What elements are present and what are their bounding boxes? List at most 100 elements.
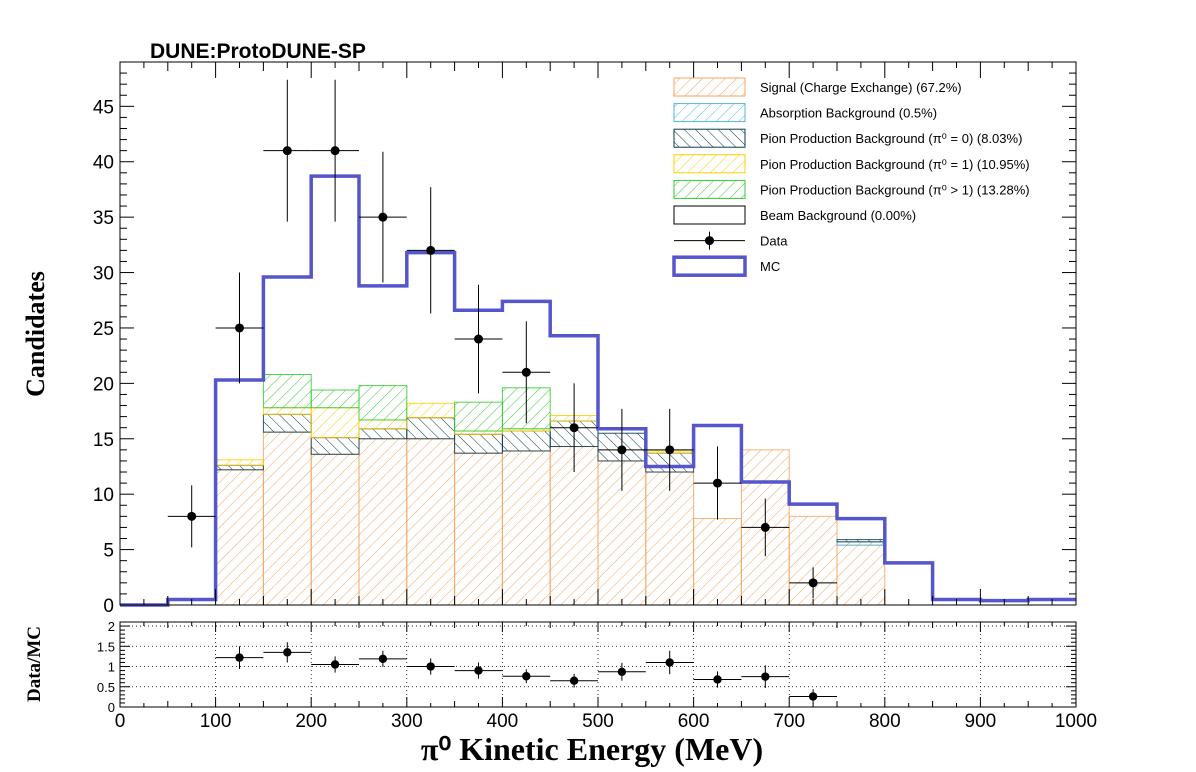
- bar-signal-charge-exchange-67-2-2: [215, 469, 264, 606]
- ratio-point-3: [378, 654, 388, 664]
- bar-signal-charge-exchange-67-2-12: [693, 518, 742, 606]
- bar-pion-production-background-0-8-03-7: [454, 433, 503, 454]
- ratio-point-0: [235, 653, 244, 662]
- bar-pion-production-background-0-8-03-5: [358, 428, 408, 440]
- y-tick-label-20: 20: [93, 374, 114, 395]
- ratio-plot: 0 0.5 1 1.5 2 0 100 200 300 400 500 600 700 800 900 100…: [24, 619, 1097, 767]
- bar-signal-charge-exchange-67-2-3: [262, 431, 312, 606]
- legend-label-1: Absorption Background (0.5%): [760, 106, 937, 121]
- ratio-points: [215, 642, 837, 704]
- y-tick-label-30: 30: [93, 264, 114, 285]
- stack-bars: [215, 374, 886, 606]
- bar-pion-production-background-1-13-28-4: [310, 389, 360, 409]
- x-tick-label-0: 0: [115, 711, 126, 732]
- ratio-point-6: [522, 672, 531, 681]
- legend-label-5: Beam Background (0.00%): [760, 208, 916, 223]
- ratio-ytick-label-0.5: 0.5: [97, 680, 115, 695]
- legend-label-4: Pion Production Background (π⁰ > 1) (13.…: [760, 182, 1030, 197]
- x-tick-label-700: 700: [773, 711, 805, 732]
- data-points: [167, 79, 837, 599]
- y-tick-label-15: 15: [93, 430, 114, 451]
- ratio-point-5: [474, 666, 483, 675]
- data-point-8: [569, 423, 579, 433]
- legend-label-2: Pion Production Background (π⁰ = 0) (8.0…: [760, 131, 1022, 146]
- bar-pion-production-background-0-8-03-8: [501, 430, 551, 452]
- ratio-point-2: [330, 660, 340, 669]
- bar-pion-production-background-1-10-95-4: [310, 407, 360, 439]
- x-tick-label-400: 400: [487, 711, 519, 732]
- x-axis-label: π⁰ Kinetic Energy (MeV): [421, 731, 763, 767]
- bar-signal-charge-exchange-67-2-7: [454, 452, 503, 606]
- y-axis-label: Candidates: [21, 271, 50, 397]
- ratio-point-7: [569, 676, 579, 685]
- x-tick-label-600: 600: [678, 711, 710, 732]
- main-histogram-plot: 0 5 10 15 20 25 30 35 40 45 Candidates: [21, 61, 1077, 617]
- x-tick-label-800: 800: [869, 711, 901, 732]
- ratio-grid: [120, 622, 1076, 707]
- y-tick-label-45: 45: [93, 97, 114, 118]
- legend-mc-swatch: [672, 255, 747, 277]
- ratio-ytick-label-2: 2: [108, 619, 115, 634]
- mc-step-line: [120, 174, 1076, 607]
- legend-data-marker: [705, 236, 714, 246]
- data-point-0: [187, 511, 197, 521]
- x-tick-label-1000: 1000: [1055, 711, 1097, 732]
- y-tick-label-40: 40: [93, 153, 114, 174]
- x-tick-label-200: 200: [295, 711, 327, 732]
- legend-swatch-4: [673, 179, 746, 199]
- bar-pion-production-background-0-8-03-4: [310, 437, 360, 455]
- ratio-point-8: [617, 667, 627, 676]
- data-point-12: [760, 522, 770, 532]
- bar-signal-charge-exchange-67-2-9: [549, 446, 599, 606]
- bar-pion-production-background-1-13-28-3: [262, 374, 312, 409]
- ratio-point-1: [283, 648, 292, 657]
- main-axes: 0 5 10 15 20 25 30 35 40 45: [93, 62, 1077, 617]
- data-point-10: [665, 445, 675, 455]
- y-tick-label-0: 0: [103, 596, 114, 617]
- ratio-axes: 0 0.5 1 1.5 2 0 100 200 300 400 500 600 700 800 900 100…: [97, 619, 1097, 732]
- legend-label-6: Data: [760, 234, 788, 249]
- legend-swatch-5: [673, 205, 746, 225]
- ratio-point-11: [761, 672, 770, 681]
- data-point-11: [713, 478, 722, 488]
- chart-title: DUNE:ProtoDUNE-SP: [150, 40, 366, 63]
- bar-signal-charge-exchange-67-2-15: [836, 544, 886, 606]
- data-point-9: [617, 445, 627, 455]
- mc-line: [120, 174, 1076, 607]
- ratio-point-12: [808, 692, 818, 701]
- legend-label-3: Pion Production Background (π⁰ = 1) (10.…: [760, 157, 1030, 172]
- y-tick-label-35: 35: [93, 208, 114, 229]
- x-tick-label-900: 900: [965, 711, 997, 732]
- legend-swatch-1: [673, 103, 746, 123]
- y-tick-label-5: 5: [103, 541, 114, 562]
- ratio-point-10: [713, 675, 722, 684]
- bar-pion-production-background-0-8-03-6: [406, 417, 456, 440]
- bar-pion-production-background-1-10-95-5: [358, 419, 408, 430]
- legend-label-7: MC: [760, 259, 780, 274]
- legend-label-0: Signal (Charge Exchange) (67.2%): [760, 80, 962, 95]
- bar-pion-production-background-0-8-03-2: [215, 464, 264, 471]
- legend-swatch-0: [673, 77, 746, 97]
- data-point-5: [426, 245, 436, 255]
- x-tick-label-100: 100: [200, 711, 232, 732]
- y-tick-label-25: 25: [93, 319, 114, 340]
- bar-signal-charge-exchange-67-2-5: [358, 438, 408, 606]
- bar-signal-charge-exchange-67-2-6: [406, 438, 456, 606]
- bar-signal-charge-exchange-67-2-8: [501, 450, 551, 606]
- ratio-ytick-label-0: 0: [108, 700, 115, 715]
- legend-swatch-2: [673, 128, 746, 148]
- data-point-7: [521, 367, 531, 377]
- ratio-ytick-label-1.5: 1.5: [97, 639, 115, 654]
- bar-pion-production-background-1-10-95-2: [215, 459, 264, 466]
- bar-pion-production-background-1-13-28-7: [454, 401, 503, 432]
- bar-signal-charge-exchange-67-2-11: [645, 471, 695, 606]
- bar-signal-charge-exchange-67-2-4: [310, 453, 360, 606]
- data-point-2: [282, 146, 292, 156]
- ratio-point-4: [426, 662, 435, 671]
- bar-pion-production-background-1-13-28-5: [358, 385, 408, 421]
- bar-pion-production-background-1-10-95-6: [406, 402, 456, 419]
- data-point-1: [235, 323, 244, 333]
- x-tick-label-500: 500: [582, 711, 614, 732]
- bar-pion-production-background-1-10-95-3: [262, 407, 312, 415]
- data-point-13: [808, 578, 818, 588]
